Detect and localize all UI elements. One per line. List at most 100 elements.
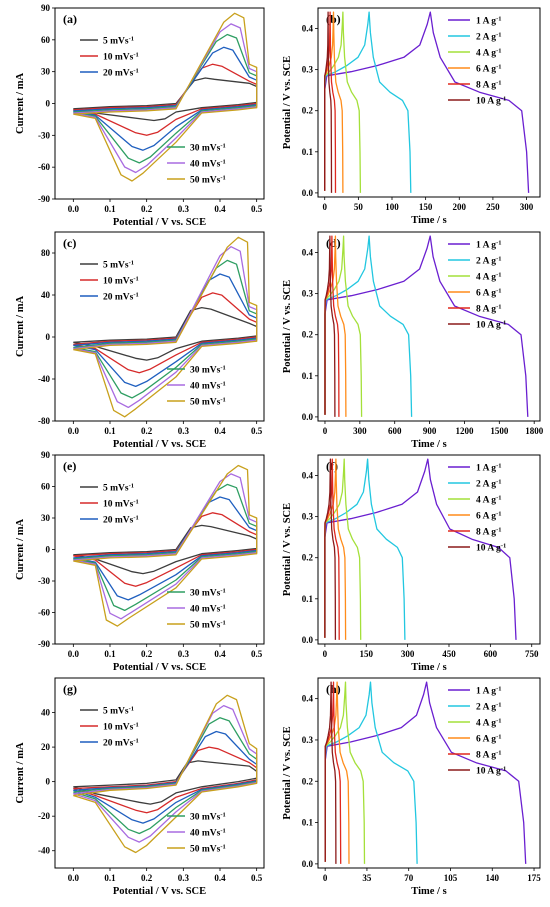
gcd-curve [324,458,337,640]
y-tick-label: 30 [41,513,51,523]
legend-label: 10 A g-1 [476,96,506,107]
legend: 5 mVs-1 10 mVs-1 20 mVs-1 30 mVs-1 40 mVs-1 5… [80,36,226,186]
gcd-curve [324,681,342,864]
x-tick-label: 0.4 [214,873,226,883]
legend-label: 40 mVs-1 [190,159,226,170]
gcd-curves [324,681,527,864]
cv-curve [73,717,258,835]
legend-label: 30 mVs-1 [190,143,226,154]
legend-label: 4 A g-1 [476,718,501,729]
x-tick-label: 0.3 [178,426,190,436]
y-tick-label: 0.0 [302,412,314,422]
x-tick-label: 0.5 [251,873,263,883]
cv-curve [73,77,258,122]
legend-label: 5 mVs-1 [103,706,134,717]
y-tick-label: 0.4 [302,24,314,34]
gcd-curve [324,11,412,193]
legend-label: 1 A g-1 [476,240,501,251]
x-axis-label: Time / s [411,439,446,450]
cv-curves [73,464,258,627]
x-axis-label: Time / s [411,215,446,226]
x-tick-label: 450 [442,649,456,659]
y-tick-label: 60 [41,35,51,45]
legend-label: 50 mVs-1 [190,397,226,408]
cv-curve [73,524,258,575]
x-tick-label: 750 [525,649,539,659]
cv-curve [73,246,258,409]
x-tick-label: 70 [404,873,414,883]
legend-label: 10 mVs-1 [103,52,139,63]
x-tick-label: 0.2 [141,426,153,436]
x-axis-label: Potential / V vs. SCE [113,439,206,450]
plot-frame [54,231,265,422]
legend-label: 6 A g-1 [476,288,501,299]
y-axis-label: Potential / V vs. SCE [282,56,293,149]
gcd-curve [324,681,366,864]
cv-curve [73,236,258,418]
legend-label: 20 mVs-1 [103,292,139,303]
gcd-curve [324,235,363,417]
gcd-curve [324,235,529,417]
gcd-curves [324,11,530,193]
legend-label: 40 mVs-1 [190,604,226,615]
y-tick-label: -20 [38,811,50,821]
legend: 5 mVs-1 10 mVs-1 20 mVs-1 30 mVs-1 40 mVs-1 5… [80,483,226,631]
legend-label: 40 mVs-1 [190,828,226,839]
cv-curve [73,704,258,843]
gcd-curve [324,458,517,640]
x-tick-label: 250 [486,202,500,212]
gcd-curve [324,458,340,640]
legend-label: 4 A g-1 [476,48,501,59]
x-tick-label: 0.1 [104,204,116,214]
y-tick-label: 90 [41,450,51,460]
y-axis-label: Current / mA [15,73,26,134]
legend-label: 2 A g-1 [476,256,501,267]
x-axis-label: Time / s [411,662,446,673]
panel-label: (a) [63,12,77,26]
y-tick-label: 30 [41,67,51,77]
x-tick-label: 0.3 [178,204,190,214]
y-tick-label: 0.1 [302,147,314,157]
y-tick-label: 0 [46,99,51,109]
gcd-curve [324,681,527,864]
x-tick-label: 0 [323,426,328,436]
legend-label: 5 mVs-1 [103,36,134,47]
plot-frame [317,7,541,198]
x-tick-label: 1800 [525,426,544,436]
y-tick-label: 0.3 [302,735,314,745]
panel-c: 0.0 0.1 0.2 0.3 0.4 0.5 -80 -40 0 40 80 Potential /… [15,231,265,450]
y-tick-label: -80 [38,416,50,426]
x-tick-label: 200 [453,202,467,212]
legend: 1 A g-1 2 A g-1 4 A g-1 6 A g-1 8 A g-1 10 A … [448,686,506,777]
gcd-curve [324,235,413,417]
cv-curve [73,730,258,824]
legend-label: 1 A g-1 [476,463,501,474]
plot-frame [317,231,541,422]
y-tick-label: 20 [41,742,51,752]
panel-g: 0.0 0.1 0.2 0.3 0.4 0.5 -40 -20 0 20 40 Potential /… [15,677,265,897]
cv-curves [73,12,258,182]
legend-label: 8 A g-1 [476,527,501,538]
legend-label: 50 mVs-1 [190,844,226,855]
legend-label: 2 A g-1 [476,32,501,43]
cv-curve [73,464,258,627]
panel-e: 0.0 0.1 0.2 0.3 0.4 0.5 -90 -60 -30 0 30 60 90 Potent… [15,450,265,673]
x-tick-label: 0.2 [141,204,153,214]
panel-d: 0 300 600 900 1200 1500 1800 0.0 0.1 0.2 0.3 0.4 Tim… [282,231,544,450]
x-axis-label: Potential / V vs. SCE [113,217,206,228]
y-tick-label: 0.2 [302,330,314,340]
y-tick-label: -40 [38,374,50,384]
cv-curve [73,694,258,854]
y-tick-label: 0.2 [302,776,314,786]
x-tick-label: 300 [520,202,534,212]
y-axis-label: Potential / V vs. SCE [282,726,293,819]
y-tick-label: 0.2 [302,553,314,563]
cv-curve [73,63,258,136]
x-tick-label: 0.1 [104,873,116,883]
y-tick-label: -90 [38,639,50,649]
legend-label: 1 A g-1 [476,16,501,27]
y-tick-label: 0.1 [302,594,314,604]
y-tick-label: -60 [38,608,50,618]
legend-label: 40 mVs-1 [190,381,226,392]
